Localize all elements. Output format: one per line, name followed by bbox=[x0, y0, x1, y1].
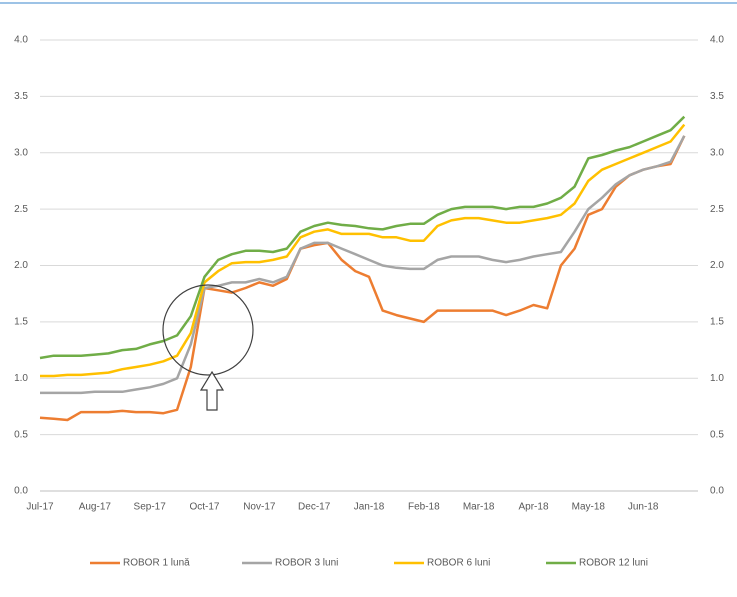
y-tick-label: 3.0 bbox=[14, 147, 28, 158]
x-tick-label: Feb-18 bbox=[408, 502, 440, 513]
y2-tick-label: 0.5 bbox=[710, 429, 724, 440]
x-tick-label: Jul-17 bbox=[26, 502, 54, 513]
legend-label: ROBOR 3 luni bbox=[275, 558, 338, 569]
y2-tick-label: 2.5 bbox=[710, 204, 724, 215]
series-line bbox=[39, 135, 686, 422]
x-tick-label: Mar-18 bbox=[463, 502, 495, 513]
x-tick-label: Oct-17 bbox=[189, 502, 219, 513]
highlight-circle bbox=[162, 284, 254, 376]
y2-tick-label: 0.0 bbox=[710, 486, 724, 497]
y-tick-label: 2.5 bbox=[14, 204, 28, 215]
y-tick-label: 0.0 bbox=[14, 486, 28, 497]
y-tick-label: 2.0 bbox=[14, 260, 28, 271]
y-tick-label: 1.0 bbox=[14, 373, 28, 384]
y-tick-label: 4.0 bbox=[14, 35, 28, 46]
x-tick-label: Dec-17 bbox=[298, 502, 331, 513]
x-tick-label: Aug-17 bbox=[79, 502, 112, 513]
y-tick-label: 0.5 bbox=[14, 429, 28, 440]
y2-tick-label: 3.0 bbox=[710, 147, 724, 158]
x-tick-label: Apr-18 bbox=[518, 502, 548, 513]
y2-tick-label: 4.0 bbox=[710, 35, 724, 46]
x-tick-label: Jun-18 bbox=[628, 502, 659, 513]
arrow bbox=[199, 370, 225, 411]
series-line bbox=[39, 115, 686, 360]
x-tick-label: Sep-17 bbox=[134, 502, 167, 513]
legend-label: ROBOR 1 lună bbox=[123, 558, 190, 569]
y-tick-label: 3.5 bbox=[14, 91, 28, 102]
y2-tick-label: 1.0 bbox=[710, 373, 724, 384]
x-tick-label: Jan-18 bbox=[354, 502, 385, 513]
x-tick-label: May-18 bbox=[572, 502, 606, 513]
y-tick-label: 1.5 bbox=[14, 317, 28, 328]
series-line bbox=[40, 135, 686, 395]
y2-tick-label: 2.0 bbox=[710, 260, 724, 271]
legend-label: ROBOR 12 luni bbox=[579, 558, 648, 569]
x-tick-label: Nov-17 bbox=[243, 502, 276, 513]
y2-tick-label: 1.5 bbox=[710, 317, 724, 328]
legend-label: ROBOR 6 luni bbox=[427, 558, 490, 569]
series-line bbox=[40, 123, 686, 378]
y2-tick-label: 3.5 bbox=[710, 91, 724, 102]
